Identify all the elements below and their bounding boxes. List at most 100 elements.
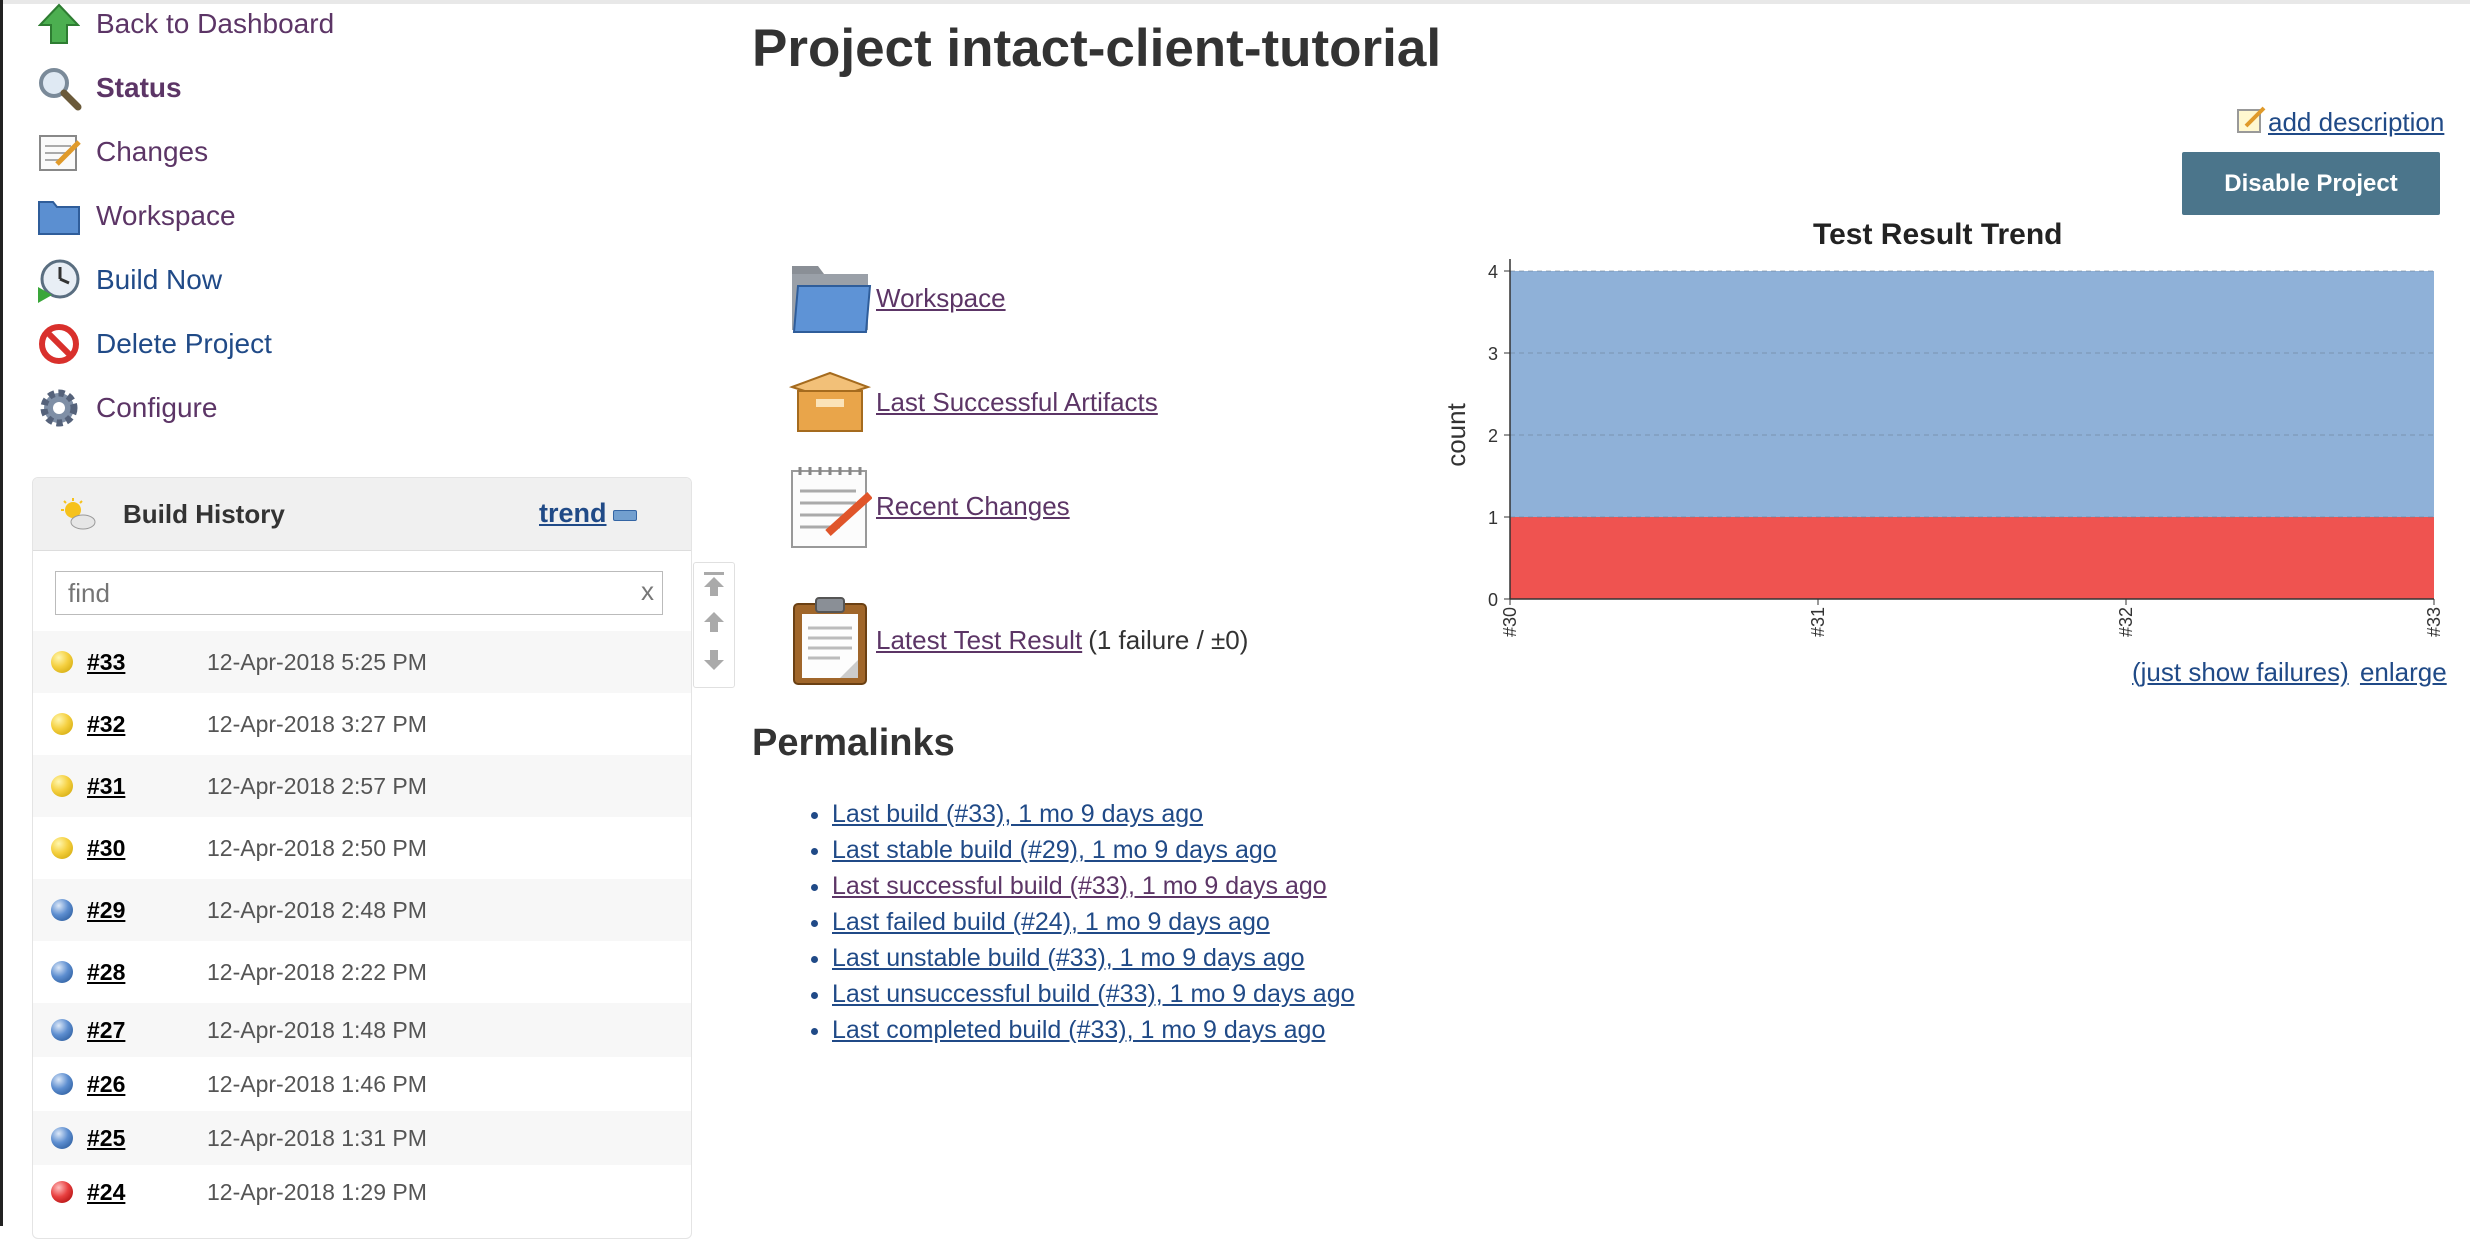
collapse-icon[interactable] [613,510,637,521]
build-row: #24 12-Apr-2018 1:29 PM [33,1165,691,1219]
build-status-blue-icon [51,1019,73,1041]
task-delete-project[interactable]: Delete Project [34,316,272,372]
main-link-recent-changes[interactable]: Recent Changes [786,462,1070,550]
page-down-icon[interactable] [703,649,725,676]
build-date: 12-Apr-2018 3:27 PM [207,710,427,737]
task-label: Changes [96,136,209,167]
build-history-title: Build History [123,499,285,529]
build-status-blue-icon [51,961,73,983]
add-description-label: add description [2268,107,2445,137]
build-number-link[interactable]: #30 [87,834,126,861]
edit-icon [2236,104,2266,141]
task-build-now[interactable]: Build Now [34,252,222,308]
x-tick-label: #30 [1500,607,1520,637]
permalink-item: Last unstable build (#33), 1 mo 9 days a… [832,940,1355,976]
permalink-last-failed-build[interactable]: Last failed build (#24), 1 mo 9 days ago [832,908,1270,936]
disable-project-button[interactable]: Disable Project [2182,152,2440,215]
y-tick-label: 2 [1488,426,1498,446]
build-date: 12-Apr-2018 1:29 PM [207,1178,427,1205]
up-arrow-icon [34,0,84,49]
weather-icon [59,498,97,537]
permalink-last-build[interactable]: Last build (#33), 1 mo 9 days ago [832,800,1204,828]
magnifier-icon [34,63,84,113]
build-number-link[interactable]: #33 [87,648,126,675]
build-date: 12-Apr-2018 2:22 PM [207,958,427,985]
permalink-last-unstable-build[interactable]: Last unstable build (#33), 1 mo 9 days a… [832,944,1305,972]
x-tick-label: #33 [2424,607,2444,637]
main-link-last-successful-artifacts[interactable]: Last Successful Artifacts [786,358,1158,446]
test-result-summary: (1 failure / ±0) [1088,624,1249,655]
no-entry-icon [34,319,84,369]
task-status[interactable]: Status [34,60,182,116]
y-tick-label: 1 [1488,508,1498,528]
build-status-yellow-icon [51,837,73,859]
build-number-link[interactable]: #24 [87,1178,126,1205]
permalink-last-successful-build[interactable]: Last successful build (#33), 1 mo 9 days… [832,872,1327,900]
page-first-icon[interactable] [703,571,725,602]
trend-link[interactable]: trend [539,498,607,528]
permalink-last-stable-build[interactable]: Last stable build (#29), 1 mo 9 days ago [832,836,1277,864]
folder-icon [786,254,874,342]
build-status-yellow-icon [51,651,73,673]
build-search-input[interactable] [55,571,663,615]
clock-play-icon [34,255,84,305]
enlarge-link[interactable]: enlarge [2359,657,2447,687]
build-number-link[interactable]: #32 [87,710,126,737]
area-series-0 [1510,517,2434,599]
build-history-panel: Build History trend x #33 12-Apr-2018 5:2… [32,477,692,1239]
task-label: Back to Dashboard [96,8,335,39]
clipboard-icon [786,596,874,685]
permalink-last-unsuccessful-build[interactable]: Last unsuccessful build (#33), 1 mo 9 da… [832,980,1355,1008]
build-date: 12-Apr-2018 1:31 PM [207,1124,427,1151]
build-status-red-icon [51,1181,73,1203]
y-tick-label: 0 [1488,590,1498,610]
build-date: 12-Apr-2018 1:48 PM [207,1016,427,1043]
task-workspace[interactable]: Workspace [34,188,236,244]
chart-links: (just show failures) enlarge [2132,657,2447,688]
clear-search-button[interactable]: x [641,576,654,606]
build-status-blue-icon [51,899,73,921]
add-description-link[interactable]: add description [2236,104,2444,141]
main-link-workspace[interactable]: Workspace [786,254,1006,342]
main-link-latest-test-result[interactable]: Latest Test Result (1 failure / ±0) [786,596,1249,685]
build-row: #30 12-Apr-2018 2:50 PM [33,817,691,879]
task-configure[interactable]: Configure [34,380,217,436]
page-up-icon[interactable] [703,611,725,638]
build-row: #32 12-Apr-2018 3:27 PM [33,693,691,755]
y-axis-label: count [1441,402,1471,466]
main-link-label: Recent Changes [876,490,1070,521]
build-number-link[interactable]: #29 [87,896,126,923]
build-number-link[interactable]: #26 [87,1070,126,1097]
task-label: Configure [96,392,218,423]
y-tick-label: 4 [1488,262,1498,282]
gear-icon [34,383,84,433]
just-show-failures-link[interactable]: (just show failures) [2132,657,2349,687]
build-date: 12-Apr-2018 2:50 PM [207,834,427,861]
task-changes[interactable]: Changes [34,124,208,180]
build-row: #29 12-Apr-2018 2:48 PM [33,879,691,941]
build-number-link[interactable]: #28 [87,958,126,985]
build-number-link[interactable]: #31 [87,772,126,799]
build-status-blue-icon [51,1073,73,1095]
test-result-trend-chart[interactable]: 0 1 2 3 4 #30 #31 #32 #33 count [1440,245,2460,645]
notepad-icon [786,462,874,550]
task-back-to-dashboard[interactable]: Back to Dashboard [34,0,334,52]
task-label: Workspace [96,200,236,231]
permalink-item: Last build (#33), 1 mo 9 days ago [832,796,1355,832]
task-label: Build Now [96,264,223,295]
page-title: Project intact-client-tutorial [752,19,1442,78]
permalink-item: Last failed build (#24), 1 mo 9 days ago [832,904,1355,940]
x-tick-label: #31 [1808,607,1828,637]
build-date: 12-Apr-2018 1:46 PM [207,1070,427,1097]
permalink-last-completed-build[interactable]: Last completed build (#33), 1 mo 9 days … [832,1016,1326,1044]
build-status-yellow-icon [51,713,73,735]
permalinks-title: Permalinks [752,722,955,764]
folder-icon [34,191,84,241]
build-number-link[interactable]: #25 [87,1124,126,1151]
build-number-link[interactable]: #27 [87,1016,126,1043]
y-tick-label: 3 [1488,344,1498,364]
task-label: Delete Project [96,328,272,359]
permalink-item: Last unsuccessful build (#33), 1 mo 9 da… [832,976,1355,1012]
build-list: #33 12-Apr-2018 5:25 PM #32 12-Apr-2018 3:2… [33,631,691,1219]
build-row: #26 12-Apr-2018 1:46 PM [33,1057,691,1111]
